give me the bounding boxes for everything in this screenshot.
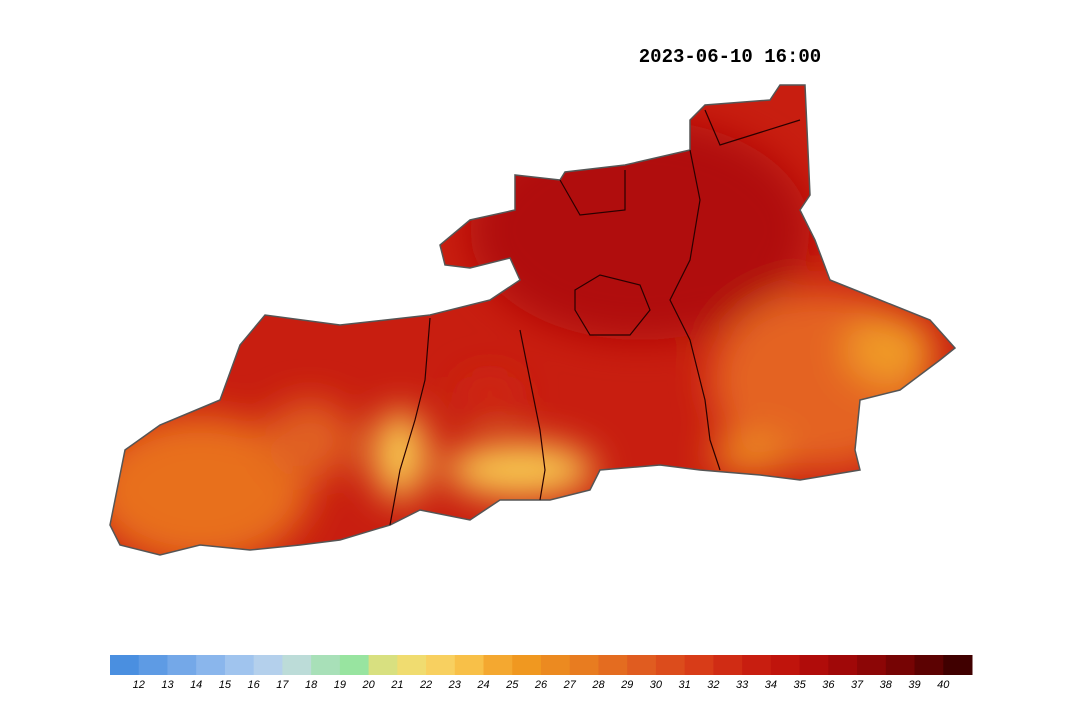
colorbar-segment	[684, 655, 714, 675]
colorbar-tick-label: 36	[822, 679, 835, 691]
colorbar-tick-label: 30	[650, 679, 663, 691]
colorbar-tick-label: 18	[305, 679, 318, 691]
colorbar-segment	[426, 655, 456, 675]
colorbar-tick-label: 29	[620, 679, 633, 691]
colorbar-tick-label: 23	[448, 679, 462, 691]
colorbar-tick-label: 12	[133, 679, 145, 691]
colorbar-segment	[339, 655, 370, 675]
colorbar-segment	[541, 655, 571, 675]
colorbar-tick-label: 33	[736, 679, 749, 691]
colorbar-tick-label: 20	[361, 679, 375, 691]
colorbar-segment	[943, 655, 973, 675]
colorbar-segment	[857, 655, 887, 675]
colorbar: 12 13 14 15 16 17 18 19 20 21 22 23 24 25 26 27 28 29 30 31…	[110, 655, 973, 691]
district-borders	[389, 109, 801, 526]
colorbar-tick-label: 24	[476, 679, 489, 691]
colorbar-segment	[742, 655, 772, 675]
colorbar-tick-label: 16	[248, 679, 261, 691]
colorbar-segment	[598, 655, 628, 675]
colorbar-segment	[713, 655, 743, 675]
colorbar-segment	[454, 655, 485, 675]
colorbar-tick-label: 26	[534, 679, 548, 691]
colorbar-tick-label: 14	[190, 679, 202, 691]
colorbar-tick-label: 19	[334, 679, 346, 691]
colorbar-tick-label: 17	[276, 679, 289, 691]
colorbar-segment	[224, 655, 255, 675]
map-time: 2023-06-10 16:00	[639, 46, 821, 68]
colorbar-tick-label: 32	[707, 679, 719, 691]
colorbar-tick-label: 31	[679, 679, 691, 691]
colorbar-tick-label: 40	[937, 679, 950, 691]
colorbar-tick-label: 37	[851, 679, 864, 691]
colorbar-segment	[138, 655, 168, 675]
colorbar-segment	[828, 655, 858, 675]
colorbar-segment	[799, 655, 829, 675]
colorbar-segment	[770, 655, 801, 675]
colorbar-segment	[655, 655, 686, 675]
colorbar-segment	[914, 655, 944, 675]
colorbar-tick-label: 25	[505, 679, 519, 691]
colorbar-segment	[110, 655, 140, 675]
colorbar-tick-label: 15	[219, 679, 232, 691]
colorbar-segment	[627, 655, 657, 675]
colorbar-segment	[569, 655, 599, 675]
colorbar-tick-label: 21	[390, 679, 403, 691]
colorbar-segment	[512, 655, 542, 675]
colorbar-segment	[885, 655, 916, 675]
colorbar-segment	[167, 655, 197, 675]
colorbar-tick-label: 35	[793, 679, 806, 691]
colorbar-segment	[368, 655, 398, 675]
colorbar-tick-label: 27	[563, 679, 577, 691]
colorbar-tick-label: 34	[765, 679, 777, 691]
colorbar-segment	[282, 655, 312, 675]
colorbar-segment	[311, 655, 341, 675]
colorbar-tick-label: 28	[591, 679, 605, 691]
colorbar-tick-label: 39	[908, 679, 920, 691]
colorbar-tick-label: 13	[161, 679, 174, 691]
colorbar-segment	[196, 655, 226, 675]
colorbar-segment	[483, 655, 513, 675]
temperature-field	[110, 85, 955, 555]
colorbar-segment	[397, 655, 427, 675]
colorbar-tick-label: 38	[880, 679, 893, 691]
colorbar-tick-label: 22	[419, 679, 432, 691]
colorbar-segment	[253, 655, 283, 675]
